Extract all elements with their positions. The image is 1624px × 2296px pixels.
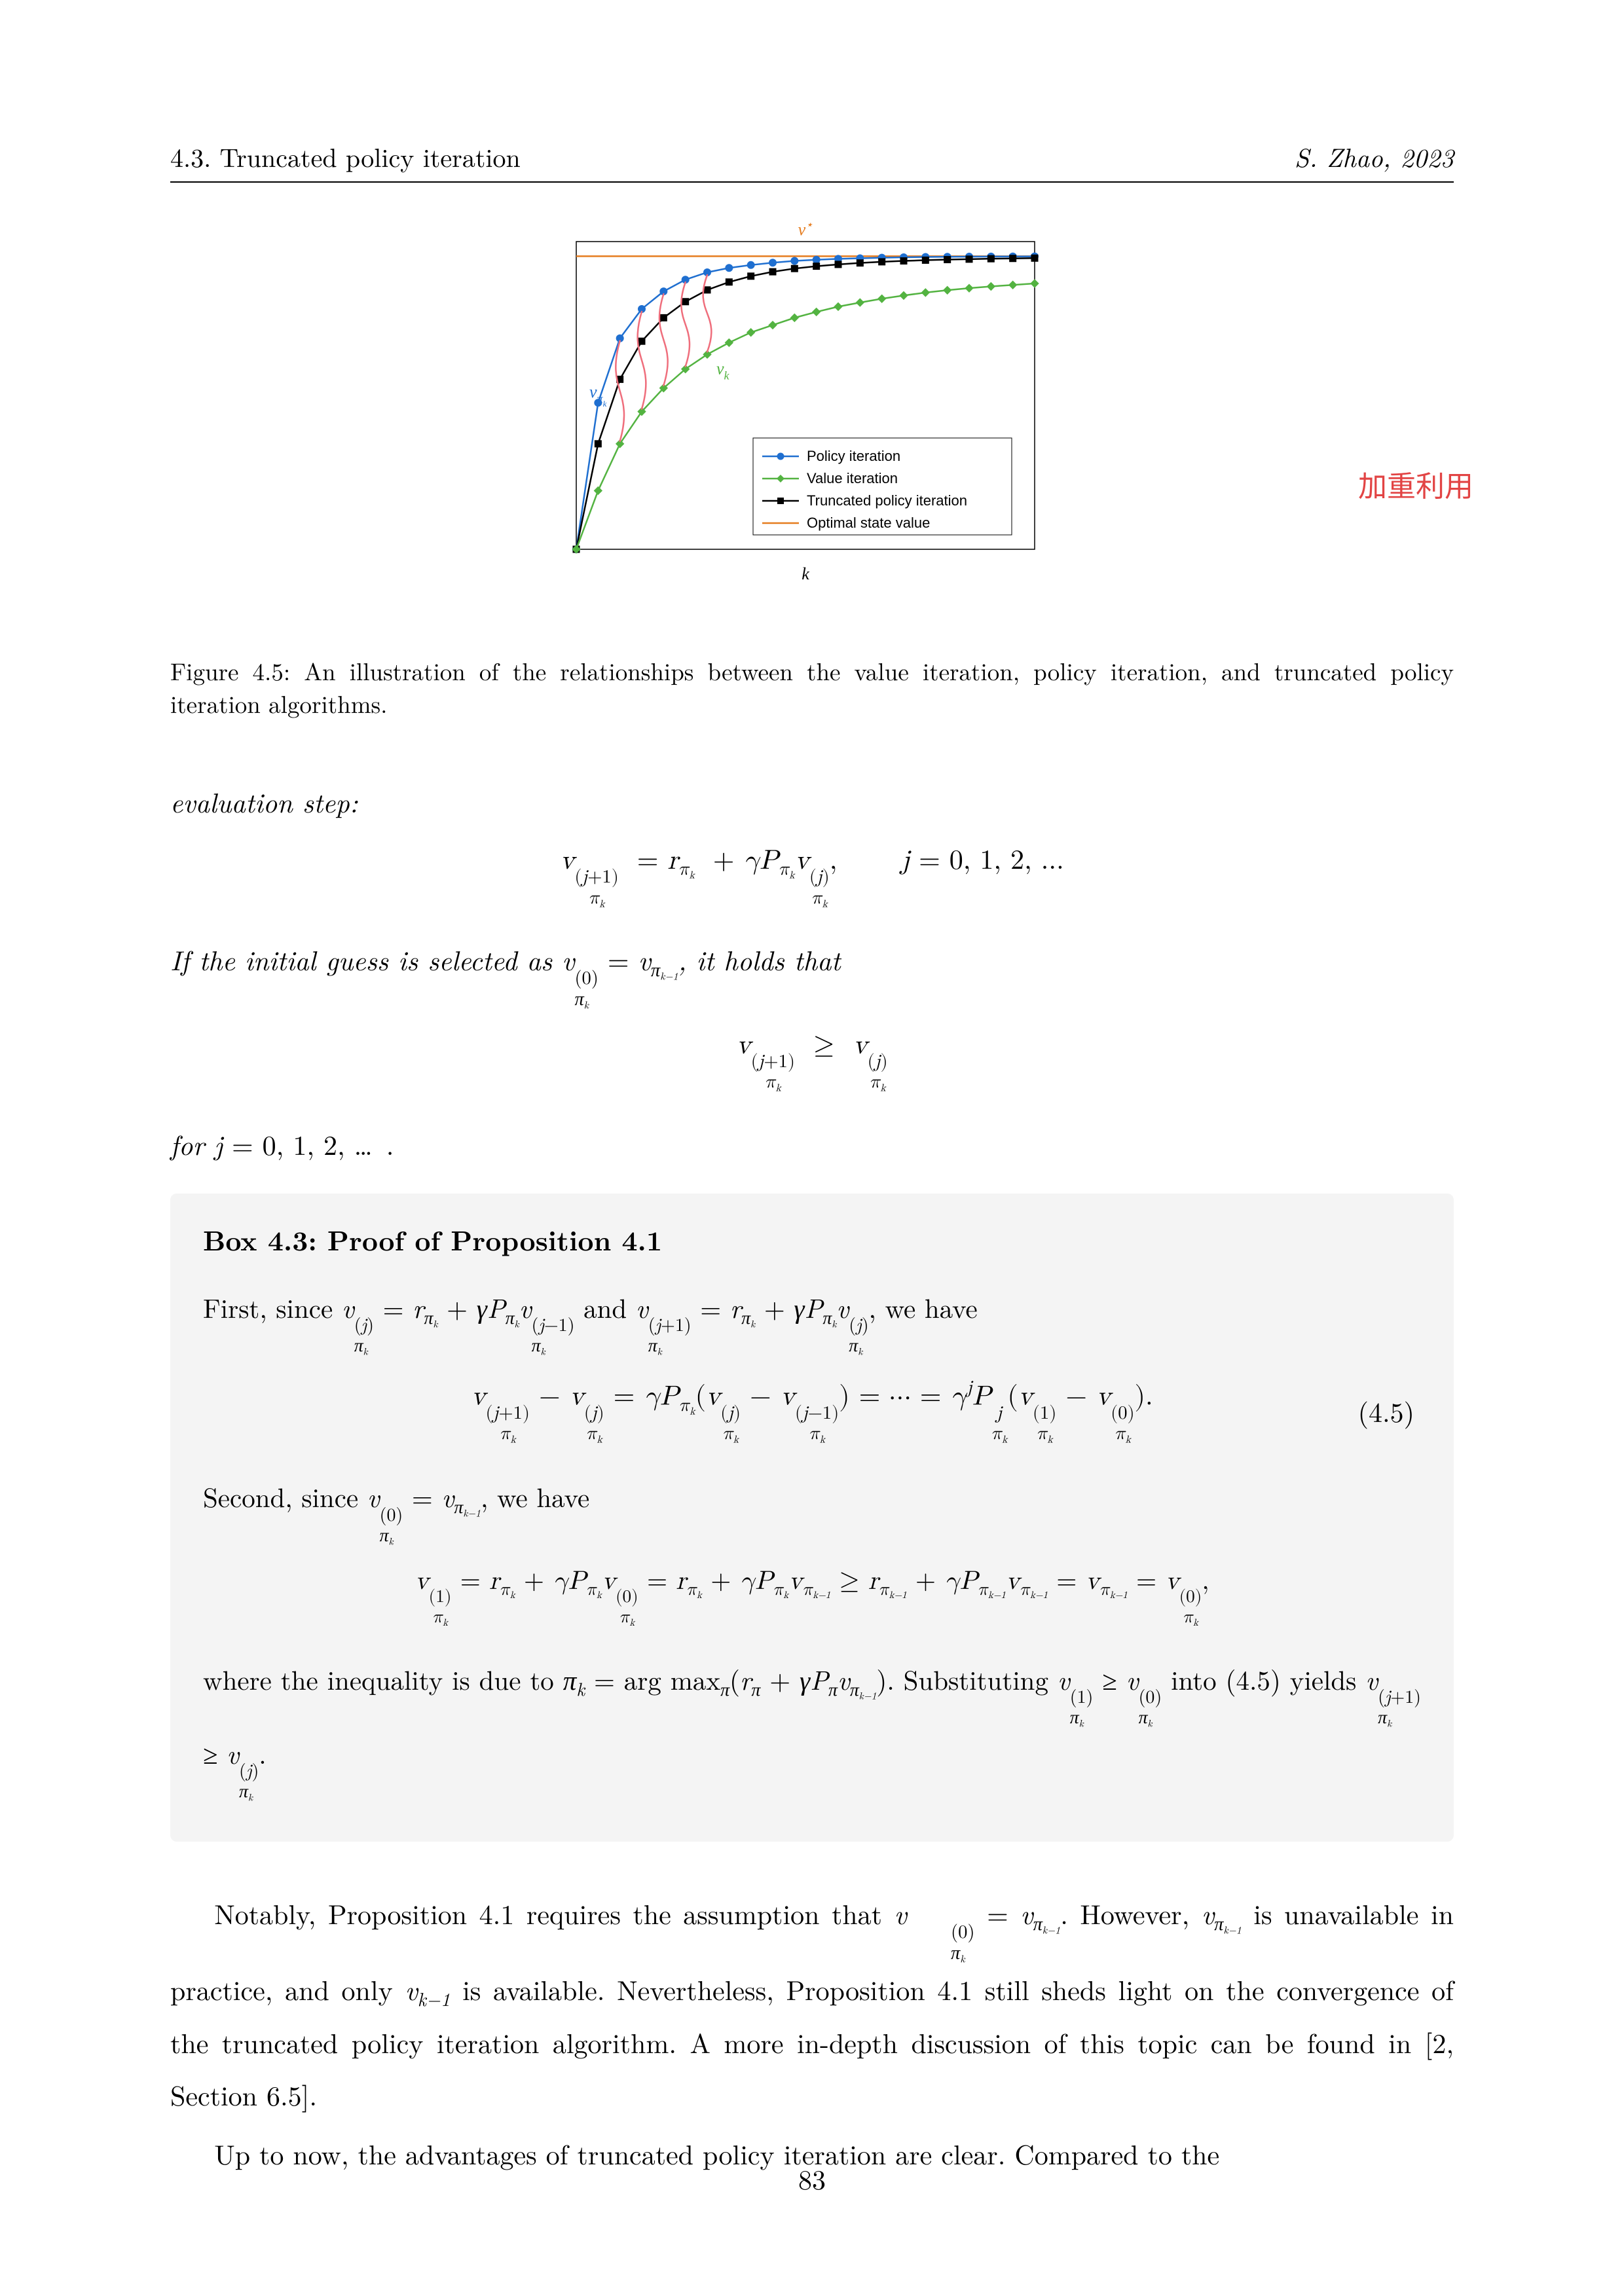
equation-iterate: v(j+1)πk = rπk + γPπkv(j)πk, j = 0, 1, 2… xyxy=(170,845,1454,910)
text: . xyxy=(259,1734,266,1772)
svg-text:Truncated policy iteration: Truncated policy iteration xyxy=(807,492,967,509)
header-right: S. Zhao, 2023 xyxy=(1295,137,1454,175)
text: where the inequality is due to xyxy=(203,1660,563,1698)
initial-guess-line: If the initial guess is selected as v(0)… xyxy=(170,936,1454,1010)
text: , it holds that xyxy=(678,940,841,979)
text: Second, since xyxy=(203,1477,367,1515)
text: , we have xyxy=(869,1288,978,1326)
figure-caption: Figure 4.5: An illustration of the relat… xyxy=(170,654,1454,720)
box-title: Box 4.3: Proof of Proposition 4.1 xyxy=(203,1220,1421,1259)
text: . However, xyxy=(1060,1894,1202,1933)
page-number: 83 xyxy=(0,2159,1624,2198)
box-line1: First, since v(j)πk = rπk + γPπkv(j−1)πk… xyxy=(203,1283,1421,1357)
svg-text:Optimal state value: Optimal state value xyxy=(807,515,930,531)
figure-4-5: kv⋆vπkvkPolicy iterationValue iterationT… xyxy=(170,222,1454,615)
box-line2: Second, since v(0)πk = vπk−1, we have xyxy=(203,1472,1421,1546)
svg-text:vk: vk xyxy=(716,359,730,382)
header-left: 4.3. Truncated policy iteration xyxy=(170,137,521,175)
box-line3: where the inequality is due to πk = arg … xyxy=(203,1654,1421,1802)
handwritten-annotation: 加重利用 xyxy=(1358,463,1473,505)
text: and xyxy=(574,1288,635,1326)
equation-monotone: v(j+1)πk ≥ v(j)πk xyxy=(170,1029,1454,1095)
text: First, since xyxy=(203,1288,342,1326)
equation-chain: v(1)πk = rπk + γPπkv(0)πk = rπk + γPπkvπ… xyxy=(203,1565,1421,1628)
equation-number: (4.5) xyxy=(1358,1392,1414,1430)
text: Notably, Proposition 4.1 requires the as… xyxy=(214,1894,894,1933)
proof-box: Box 4.3: Proof of Proposition 4.1 First,… xyxy=(170,1194,1454,1842)
text: into (4.5) yields xyxy=(1162,1660,1365,1698)
evaluation-step-label: evaluation step: xyxy=(170,778,1454,825)
running-header: 4.3. Truncated policy iteration S. Zhao,… xyxy=(170,137,1454,183)
text: , we have xyxy=(481,1477,589,1515)
text: . Substituting xyxy=(887,1660,1058,1698)
equation-4-5: v(j+1)πk − v(j)πk = γPπk(v(j)πk − v(j−1)… xyxy=(203,1376,1421,1446)
svg-text:Value iteration: Value iteration xyxy=(807,470,898,486)
notably-paragraph: Notably, Proposition 4.1 requires the as… xyxy=(170,1887,1454,2121)
convergence-chart: kv⋆vπkvkPolicy iterationValue iterationT… xyxy=(517,222,1107,615)
for-j-line: for j = 0, 1, 2, … . xyxy=(170,1121,1454,1167)
svg-text:Policy iteration: Policy iteration xyxy=(807,448,900,464)
svg-text:k: k xyxy=(802,564,809,583)
text: If the initial guess is selected as xyxy=(170,940,562,979)
svg-text:v⋆: v⋆ xyxy=(798,222,813,239)
